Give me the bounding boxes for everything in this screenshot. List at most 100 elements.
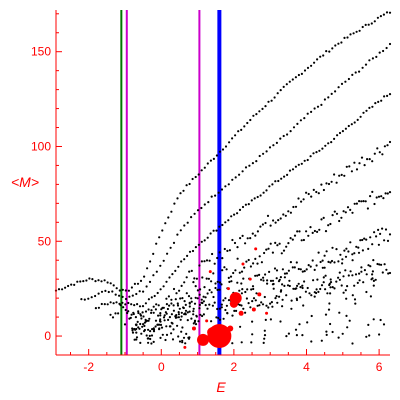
data-point — [150, 342, 153, 345]
data-point — [138, 290, 141, 293]
data-point — [254, 299, 257, 302]
highlight-point — [238, 310, 244, 316]
data-point — [255, 160, 258, 163]
data-point — [167, 318, 170, 321]
data-point — [228, 280, 231, 283]
data-point — [164, 222, 167, 225]
data-point — [144, 310, 148, 313]
data-point — [224, 145, 228, 148]
data-point — [334, 90, 337, 93]
data-point — [365, 238, 368, 241]
data-point — [325, 250, 328, 253]
data-point — [240, 292, 243, 295]
data-point — [185, 292, 188, 295]
data-point — [373, 20, 376, 23]
data-point — [143, 324, 146, 327]
data-point — [190, 216, 193, 219]
data-point — [247, 203, 250, 206]
data-point — [137, 310, 140, 313]
data-point — [315, 291, 318, 295]
data-point — [221, 269, 224, 272]
x-tick-label: -2 — [83, 360, 94, 374]
data-point — [269, 242, 272, 245]
data-point — [265, 304, 268, 307]
data-point — [180, 311, 183, 314]
data-point — [159, 320, 162, 323]
data-point — [174, 298, 177, 301]
data-point — [278, 295, 281, 298]
data-point — [323, 266, 326, 269]
y-tick-label: 150 — [31, 45, 51, 59]
data-point — [350, 170, 353, 173]
data-point — [196, 297, 199, 300]
data-point — [149, 337, 152, 341]
data-point — [82, 280, 85, 283]
data-point — [146, 267, 149, 270]
data-point — [310, 314, 313, 318]
data-point — [377, 228, 380, 231]
data-point — [350, 123, 353, 126]
data-point — [277, 219, 280, 222]
data-point — [212, 272, 215, 275]
data-point — [292, 126, 296, 129]
data-point — [306, 112, 309, 115]
data-point — [384, 228, 388, 231]
data-point — [190, 297, 193, 300]
data-point — [329, 292, 332, 295]
data-point — [362, 111, 365, 114]
data-point — [340, 284, 343, 287]
data-point — [372, 279, 375, 282]
data-point — [365, 273, 368, 276]
data-point — [286, 133, 289, 136]
data-point — [204, 296, 207, 299]
data-point — [372, 284, 375, 287]
data-point — [349, 208, 352, 211]
data-point — [181, 326, 184, 329]
data-point — [364, 200, 367, 203]
data-point — [109, 282, 112, 285]
data-point — [94, 280, 97, 283]
data-point — [371, 270, 374, 273]
data-point — [167, 295, 170, 298]
data-point — [282, 85, 285, 88]
data-point — [352, 32, 355, 35]
data-point — [100, 280, 103, 283]
data-point — [180, 260, 183, 263]
data-point — [371, 160, 374, 163]
data-point — [300, 72, 303, 75]
data-point — [240, 304, 243, 307]
data-point — [203, 166, 206, 169]
data-point — [97, 306, 100, 309]
data-point — [320, 103, 323, 106]
data-point — [315, 151, 318, 154]
data-point — [267, 247, 270, 250]
data-point — [330, 141, 333, 144]
data-point — [271, 183, 274, 186]
data-point — [288, 279, 291, 282]
data-point — [319, 287, 322, 291]
data-point — [296, 230, 299, 233]
data-point — [341, 262, 344, 265]
data-point — [155, 242, 158, 245]
data-point — [344, 289, 347, 292]
data-point — [205, 259, 209, 262]
data-point — [331, 214, 334, 217]
data-point — [335, 181, 338, 184]
data-point — [209, 159, 212, 162]
data-point — [193, 302, 197, 305]
data-point — [177, 265, 180, 268]
data-point — [287, 242, 290, 245]
data-point — [369, 195, 372, 198]
data-point — [262, 341, 265, 344]
data-point — [371, 277, 374, 280]
data-point — [301, 286, 304, 290]
data-point — [387, 272, 390, 275]
data-point — [192, 281, 195, 284]
data-point — [388, 191, 392, 194]
data-point — [362, 281, 365, 284]
data-point — [358, 272, 361, 275]
data-point — [240, 341, 243, 344]
highlight-point — [226, 287, 230, 291]
data-point — [231, 137, 234, 140]
data-point — [361, 238, 364, 242]
